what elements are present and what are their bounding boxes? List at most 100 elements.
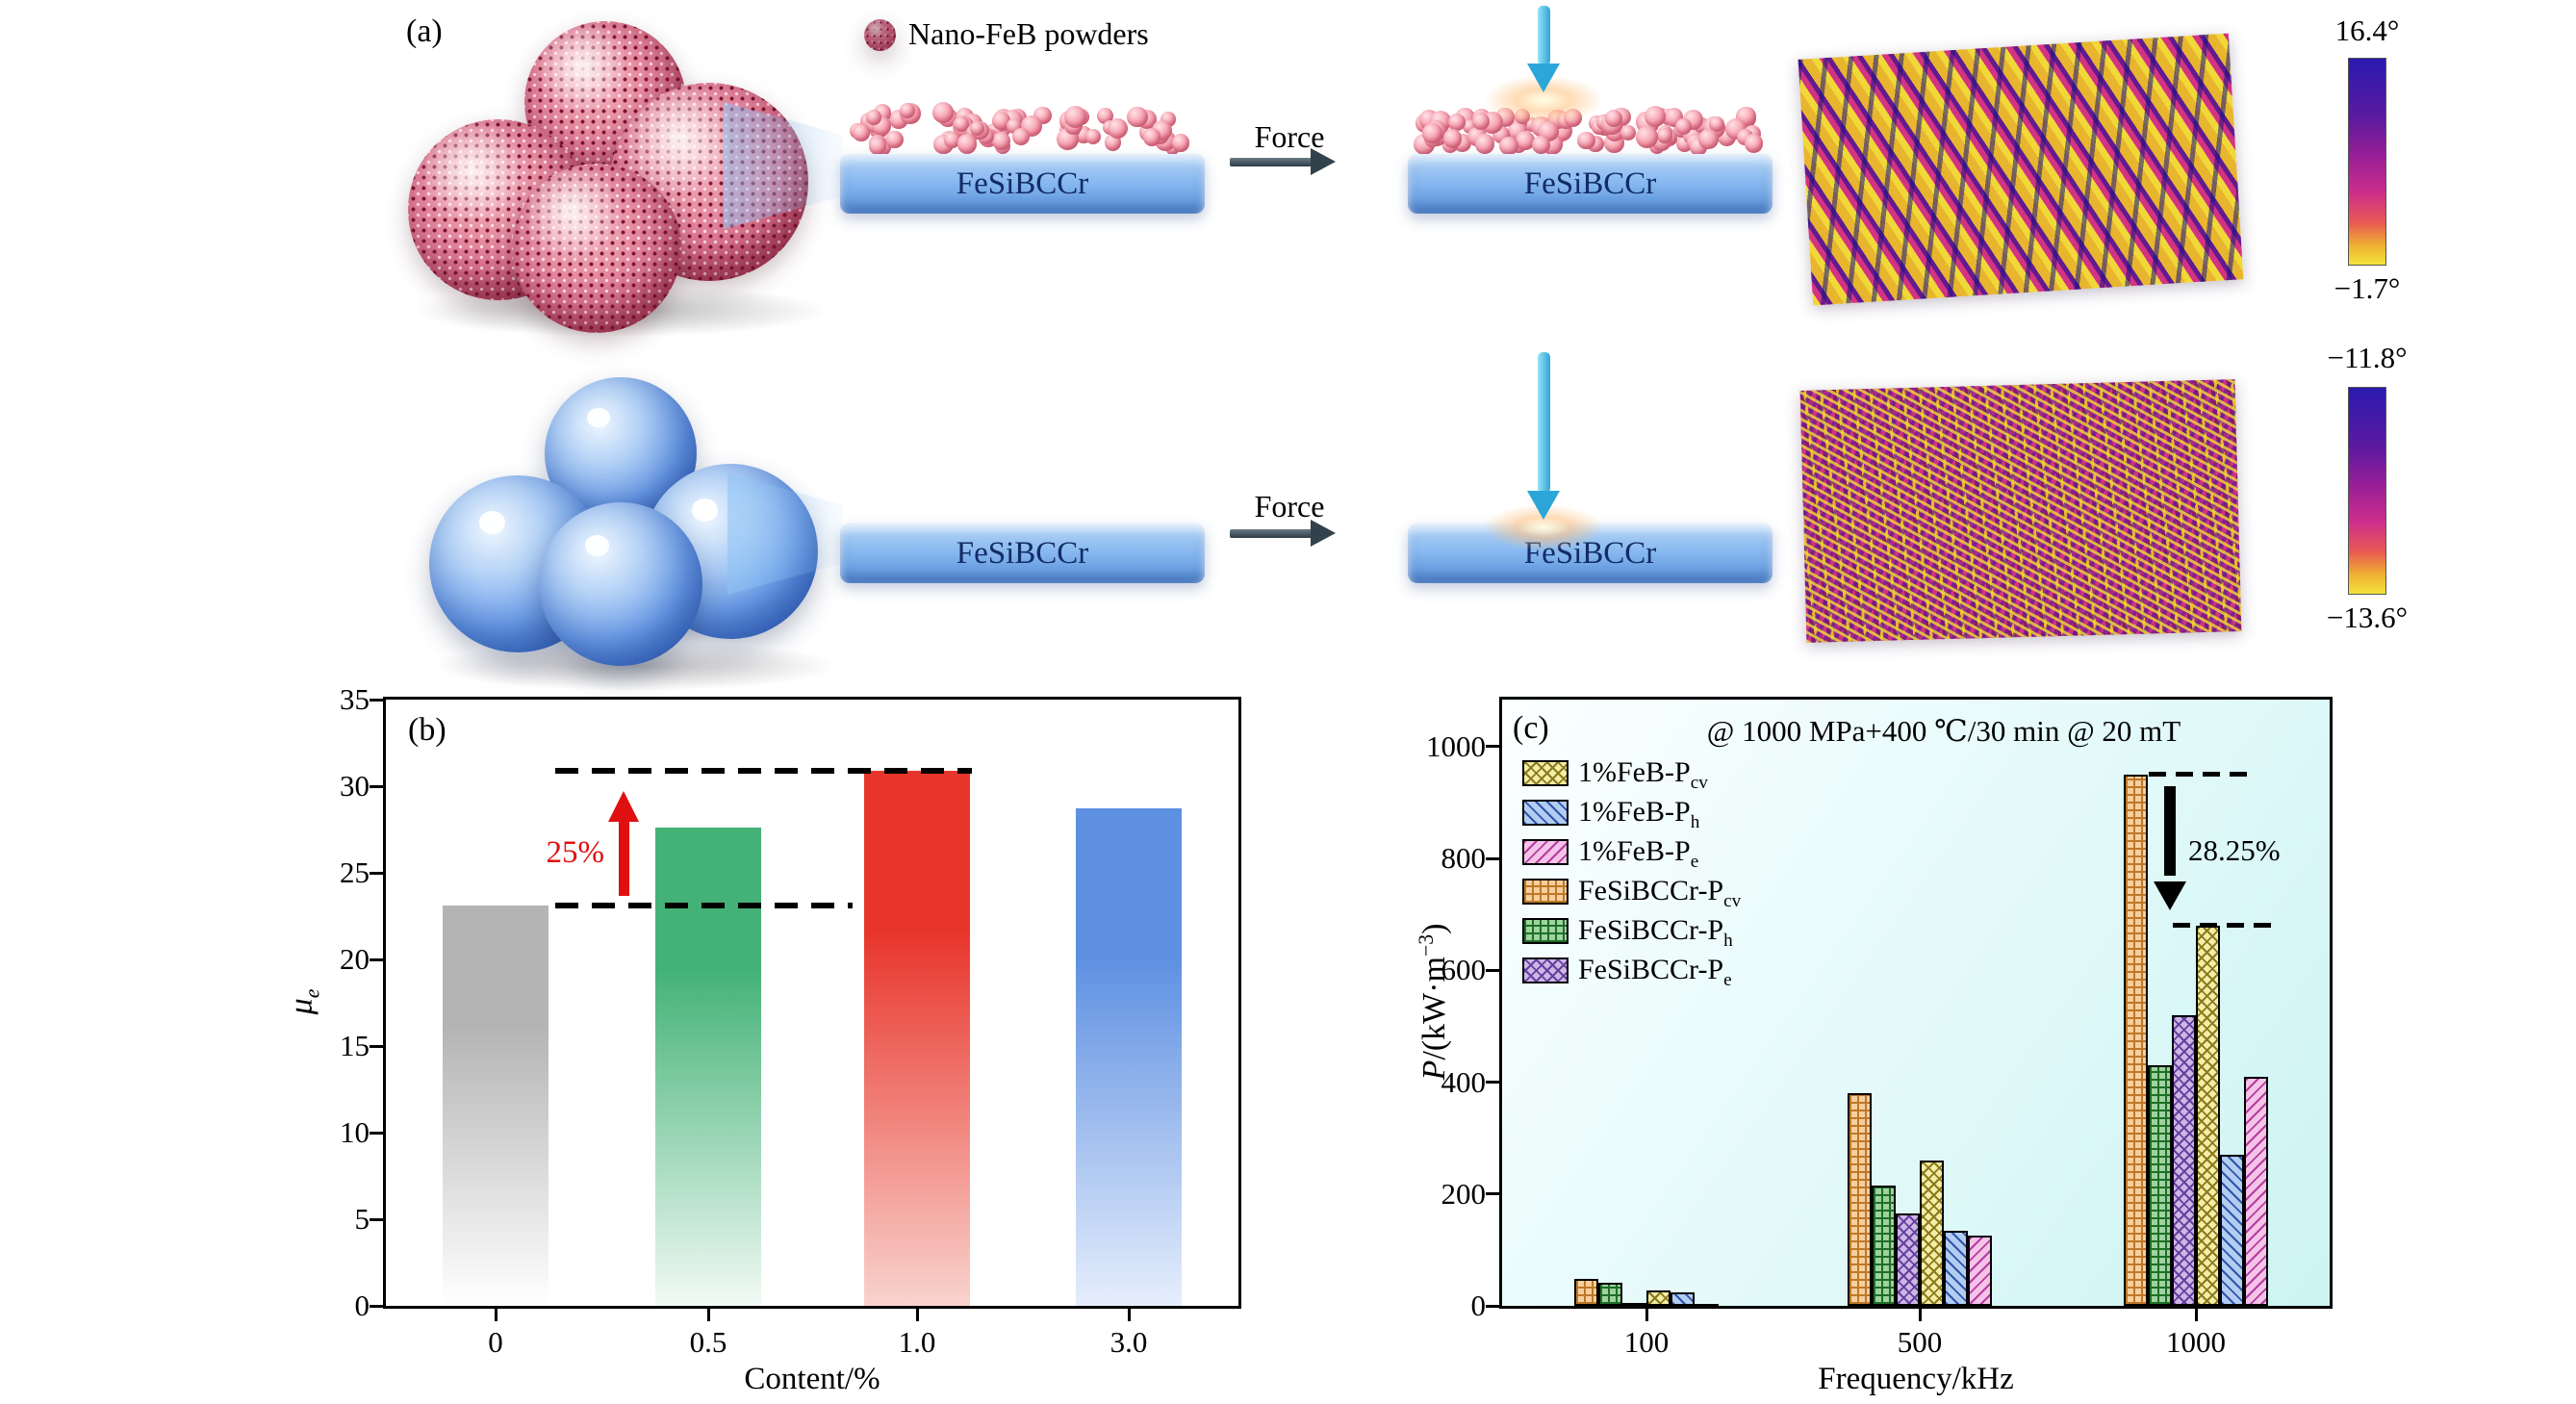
bar-feb_pe <box>1968 1236 1992 1306</box>
panel-c-y-axis-label: P/(kW·m−3) <box>1415 924 1453 1081</box>
y-tick-label: 800 <box>1441 841 1487 876</box>
powder-particle <box>899 103 915 119</box>
legend-label-fsb_ph: FeSiBCCr-Ph <box>1578 914 1733 957</box>
powder-particle <box>1636 125 1659 148</box>
scale-min-label-2: −13.6° <box>2326 600 2409 634</box>
powder-particle <box>1107 118 1128 140</box>
x-tick-label: 1000 <box>2166 1325 2226 1359</box>
dash-line-high <box>2149 772 2250 778</box>
bar-fsb_ph <box>2148 1065 2172 1306</box>
fesibccr-plate: FeSiBCCr <box>840 523 1205 583</box>
powder-legend-label: Nano-FeB powders <box>908 16 1149 51</box>
increase-arrow-shaft <box>619 819 629 897</box>
legend-label-feb_pcv: 1%FeB-Pcv <box>1578 756 1708 800</box>
color-scale-bar-2 <box>2348 387 2386 595</box>
powder-particle <box>1447 113 1467 131</box>
powder-particle <box>885 130 904 149</box>
powder-particle <box>1142 128 1161 146</box>
plate-label: FeSiBCCr <box>1523 166 1657 201</box>
legend-series-name: FeSiBCCr-P <box>1578 914 1724 946</box>
x-tick-label: 500 <box>1897 1325 1943 1359</box>
decrease-arrow-shaft <box>2164 785 2176 876</box>
y-tick-label: 600 <box>1441 953 1487 987</box>
bar-content-1.0 <box>864 770 970 1306</box>
legend-label-feb_ph: 1%FeB-Ph <box>1578 796 1699 839</box>
increase-arrow-head <box>608 790 639 822</box>
legend-series-name: FeSiBCCr-P <box>1578 875 1724 906</box>
bar-feb_pe <box>2244 1076 2268 1306</box>
spray-beam <box>727 473 843 595</box>
powder-particle <box>1515 130 1535 150</box>
y-tick-label: 1000 <box>1426 728 1486 763</box>
bar-fsb_pcv <box>2124 774 2148 1306</box>
y-tick <box>370 1217 383 1221</box>
x-tick-label: 0 <box>488 1325 503 1359</box>
press-arrow-head <box>1527 64 1560 92</box>
bar-fsb_ph <box>1598 1282 1622 1306</box>
legend-swatch-fsb_pe <box>1522 957 1569 983</box>
y-tick <box>370 784 383 788</box>
press-arrow-head <box>1527 491 1560 520</box>
legend-series-subscript: cv <box>1723 891 1742 911</box>
powder-particle <box>1744 134 1764 153</box>
powder-particle <box>1442 129 1462 148</box>
legend-series-subscript: h <box>1723 931 1733 951</box>
fesibccr-sphere <box>539 502 702 666</box>
force-arrow-head <box>1311 148 1336 175</box>
bar-feb_ph <box>2220 1155 2244 1306</box>
powder-particle <box>944 132 960 148</box>
bar-fsb_pe <box>2172 1014 2196 1306</box>
y-tick-label: 35 <box>340 682 370 716</box>
y-tick <box>1486 1192 1499 1196</box>
powder-particle <box>1577 131 1596 150</box>
mfm-domain-image-1 <box>1798 33 2244 306</box>
powder-particle <box>1498 136 1518 156</box>
x-tick <box>494 1309 497 1321</box>
y-tick-label: 0 <box>354 1289 370 1322</box>
legend-label-feb_pe: 1%FeB-Pe <box>1578 835 1698 879</box>
powder-particle <box>1697 129 1719 150</box>
powder-particle <box>1096 107 1113 124</box>
legend-swatch-feb_pe <box>1522 839 1569 865</box>
ylabel-subscript: e <box>300 988 324 999</box>
y-tick-label: 10 <box>340 1115 370 1149</box>
ylabel-close: ) <box>1416 923 1453 934</box>
powder-particle <box>1471 112 1490 130</box>
y-tick-label: 30 <box>340 769 370 803</box>
y-tick <box>370 1131 383 1135</box>
plate-label: FeSiBCCr <box>956 166 1089 201</box>
fesibccr-plate-pressed: FeSiBCCr <box>1408 154 1773 214</box>
y-tick <box>1486 1304 1499 1308</box>
y-tick <box>1486 745 1499 749</box>
spray-beam <box>724 102 843 229</box>
powder-particle <box>868 137 887 155</box>
bar-feb_pcv <box>2196 925 2220 1306</box>
bar-feb_pcv <box>1646 1290 1671 1306</box>
legend-series-name: 1%FeB-P <box>1578 756 1691 788</box>
powder-particle <box>1127 106 1149 128</box>
panel-b-x-axis-label: Content/% <box>744 1362 880 1396</box>
powder-particle <box>1063 106 1086 129</box>
powder-particle <box>1012 127 1031 145</box>
powder-particle <box>853 124 870 141</box>
powder-particle <box>956 133 978 154</box>
x-tick <box>1645 1309 1648 1321</box>
y-tick-label: 400 <box>1441 1064 1487 1099</box>
powder-particle <box>931 102 954 124</box>
x-tick <box>915 1309 919 1321</box>
ylabel-symbol: μ <box>283 998 319 1015</box>
x-tick <box>2194 1309 2198 1321</box>
y-tick <box>370 871 383 875</box>
legend-series-name: FeSiBCCr-P <box>1578 954 1724 985</box>
y-tick <box>1486 856 1499 860</box>
plate-label: FeSiBCCr <box>956 535 1089 571</box>
x-tick-label: 0.5 <box>689 1325 727 1359</box>
legend-swatch-fsb_pcv <box>1522 879 1569 905</box>
bar-feb_pcv <box>1920 1160 1944 1306</box>
bar-fsb_ph <box>1872 1186 1896 1306</box>
scale-max-label-1: 16.4° <box>2334 13 2400 47</box>
fesibccr-plate: FeSiBCCr <box>840 154 1205 214</box>
powder-layer-compressed <box>1413 96 1765 156</box>
force-arrow <box>1230 158 1313 166</box>
